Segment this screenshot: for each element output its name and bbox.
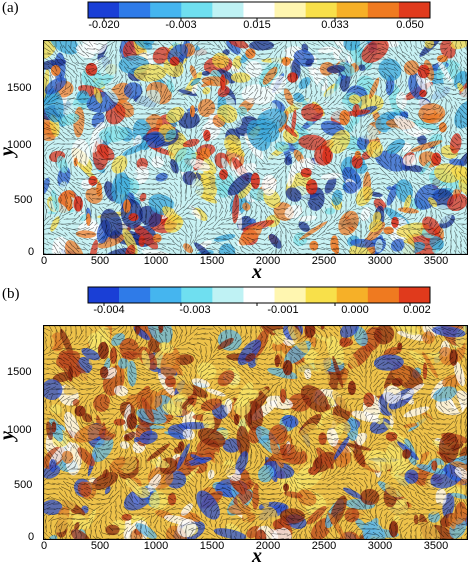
xtick-a-3500: 3500 <box>424 255 448 267</box>
colorbar-b-tick-3: 0.000 <box>341 304 369 316</box>
colorbar-a-tick-2: 0.015 <box>243 19 271 31</box>
colorbar-b-tick-4: 0.002 <box>403 304 431 316</box>
ytick-a-1500: 1500 <box>7 82 31 94</box>
xtick-a-3000: 3000 <box>368 255 392 267</box>
field-b-hotspot-36 <box>275 355 280 367</box>
heatmap-field-a <box>43 40 468 255</box>
colorbar-a-tick-1: -0.003 <box>165 19 196 31</box>
colorbar-a-bin-4 <box>212 2 243 18</box>
colorbar-a-bin-1 <box>119 2 150 18</box>
colorbar-a-bin-9 <box>368 2 399 18</box>
xlabel-a: x <box>252 261 262 284</box>
field-a-hotspot-22 <box>419 90 427 98</box>
colorbar-a-bin-7 <box>306 2 337 18</box>
colorbar-a-tick-4: 0.050 <box>396 19 424 31</box>
colorbar-a-bin-6 <box>275 2 306 18</box>
ylabel-a: y <box>0 147 19 156</box>
colorbar-a-bin-0 <box>88 2 119 18</box>
xtick-a-500: 500 <box>91 255 109 267</box>
field-b-blob-449 <box>405 469 419 483</box>
colorbar-a-bin-2 <box>150 2 181 18</box>
heatmap-field-b <box>43 325 468 540</box>
field-b-hotspot-7 <box>127 413 137 429</box>
ytick-a-500: 500 <box>14 194 32 206</box>
colorbar-a-bin-3 <box>181 2 212 18</box>
colorbar-b-bin-6 <box>275 287 306 303</box>
field-b-hotspot-6 <box>165 376 176 387</box>
ytick-a-0: 0 <box>28 246 34 258</box>
xtick-a-1500: 1500 <box>200 255 224 267</box>
colorbar-a-bin-8 <box>337 2 368 18</box>
colorbar-a-tick-3: 0.033 <box>321 19 349 31</box>
colorbar-b-tick-0: -0.004 <box>93 304 124 316</box>
colorbar-a-bin-5 <box>243 2 274 18</box>
colorbar-b-bin-10 <box>399 287 430 303</box>
xtick-a-1000: 1000 <box>144 255 168 267</box>
colorbar-b-bin-7 <box>306 287 337 303</box>
field-a-hotspot-14 <box>203 130 210 142</box>
field-a-hotspot-34 <box>138 236 144 247</box>
colorbar-b-bin-0 <box>88 287 119 303</box>
field-a-hotspot-37 <box>74 157 78 166</box>
field-a-hotspot-5 <box>306 179 317 195</box>
colorbar-b-bin-3 <box>181 287 212 303</box>
xtick-a-0: 0 <box>41 255 47 267</box>
colorbar-b-bin-9 <box>368 287 399 303</box>
colorbar-b-bin-4 <box>212 287 243 303</box>
field-a-hotspot-30 <box>86 213 91 226</box>
colorbar-a-bin-10 <box>399 2 430 18</box>
colorbar-b-bin-2 <box>150 287 181 303</box>
colorbar-b-bin-1 <box>119 287 150 303</box>
colorbar-b-bin-5 <box>243 287 274 303</box>
xtick-a-2500: 2500 <box>312 255 336 267</box>
colorbar-a-tick-0: -0.020 <box>88 19 119 31</box>
colorbar-b-tick-1: -0.003 <box>179 304 210 316</box>
colorbar-b-bin-8 <box>337 287 368 303</box>
colorbar-b-tick-2: -0.001 <box>267 304 298 316</box>
